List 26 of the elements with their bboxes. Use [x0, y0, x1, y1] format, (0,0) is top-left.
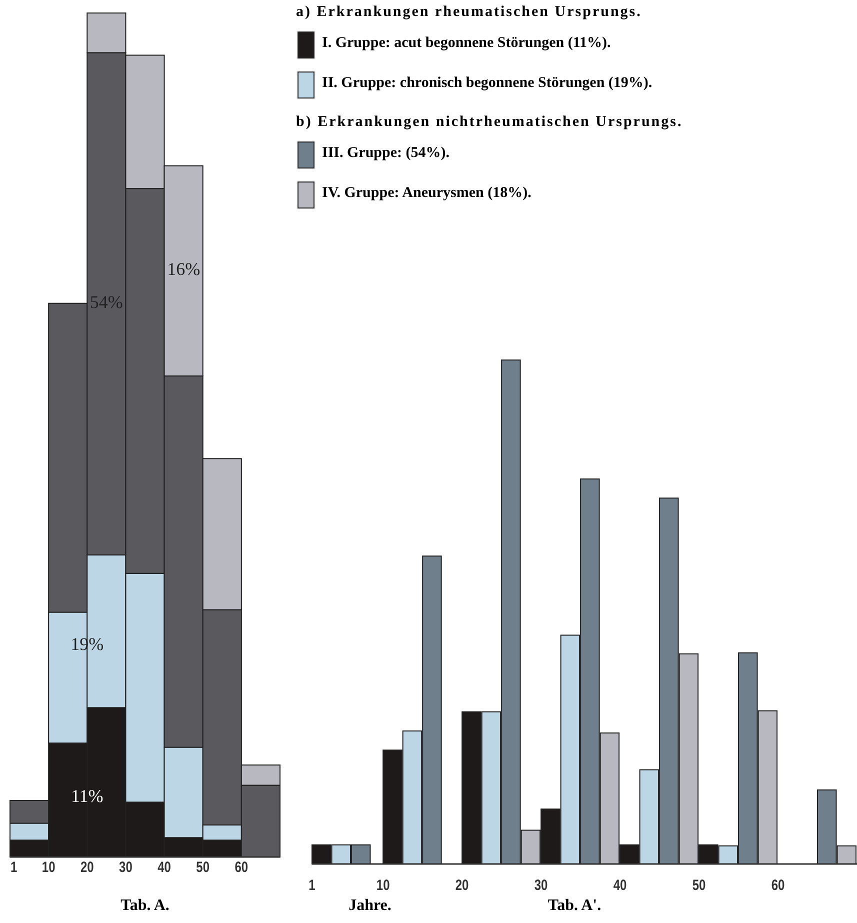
- annotation: 16%: [167, 258, 200, 279]
- x-tick-label: 1: [10, 858, 18, 876]
- x-axis-title: Jahre.: [348, 897, 392, 914]
- x-tick-label: 50: [196, 858, 210, 876]
- x-tick-label: 60: [234, 858, 248, 876]
- legend-label: III. Gruppe: (54%).: [322, 145, 450, 161]
- x-tick-label: 10: [42, 858, 56, 876]
- x-tick-label: 30: [534, 876, 548, 894]
- x-tick-label: 20: [455, 876, 469, 894]
- x-tick-label: 10: [376, 876, 390, 894]
- legend-label: I. Gruppe: acut begonnene Störungen (11%).: [322, 35, 612, 51]
- legend-label: II. Gruppe: chronisch begonnene Störungen (19%).: [322, 75, 652, 91]
- x-tick-label: 20: [80, 858, 94, 876]
- x-tick-label: 30: [119, 858, 132, 876]
- x-tick-label: 50: [692, 876, 706, 894]
- x-tick-label: 60: [771, 876, 785, 894]
- text: b) Erkrankungen nichtrheumatischen Ursprungs.: [296, 114, 683, 130]
- text: Tab. A'.: [548, 897, 602, 914]
- text: Tab. A.: [120, 897, 170, 914]
- x-tick-label: 40: [613, 876, 627, 894]
- legend-label: IV. Gruppe: Aneurysmen (18%).: [322, 185, 532, 201]
- x-tick-label: 1: [308, 876, 316, 894]
- annotation: 11%: [70, 786, 104, 806]
- x-tick-label: 40: [158, 858, 171, 876]
- text: a) Erkrankungen rheumatischen Ursprungs.: [296, 4, 642, 20]
- annotation: 54%: [90, 292, 123, 312]
